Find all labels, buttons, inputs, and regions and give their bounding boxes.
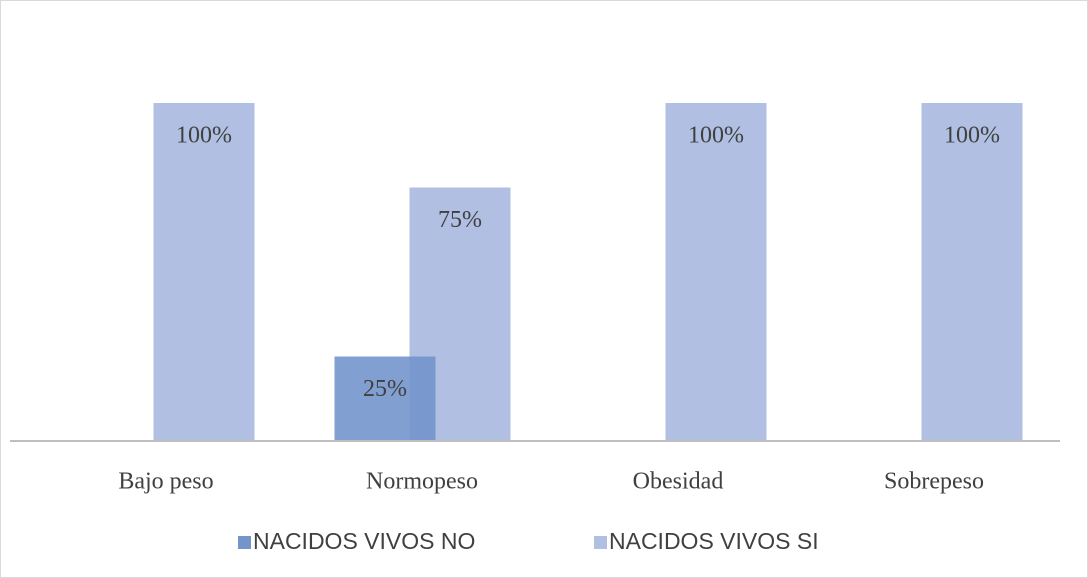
x-tick-label: Sobrepeso [884, 469, 984, 495]
data-label: 100% [688, 123, 744, 149]
data-label: 75% [438, 207, 482, 233]
x-tick-label: Normopeso [366, 469, 478, 495]
legend-swatch [594, 536, 607, 549]
bar [153, 103, 255, 441]
bar [334, 356, 436, 441]
legend-label: NACIDOS VIVOS SI [609, 528, 819, 554]
legend-label: NACIDOS VIVOS NO [253, 528, 475, 554]
x-tick-label: Obesidad [633, 469, 724, 495]
data-label: 25% [363, 376, 407, 402]
x-tick-label: Bajo peso [118, 469, 213, 495]
data-label: 100% [176, 123, 232, 149]
data-label: 100% [944, 123, 1000, 149]
legend-swatch [238, 536, 251, 549]
bar [665, 103, 767, 441]
bar [921, 103, 1023, 441]
